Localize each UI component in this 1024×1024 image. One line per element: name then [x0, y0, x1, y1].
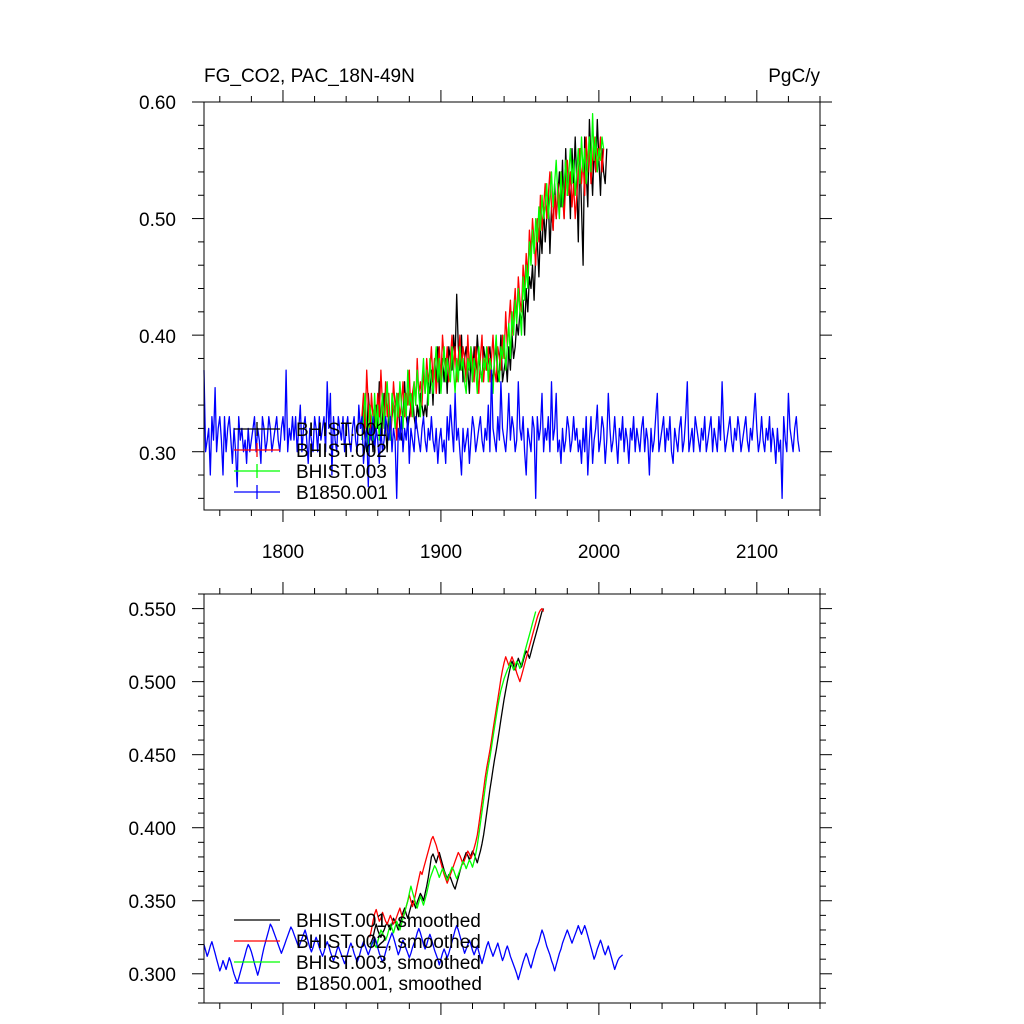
top-title: FG_CO2, PAC_18N-49N: [204, 66, 415, 87]
bottom-series-line-3: [203, 923, 624, 984]
bottom-y-tick-labels: 0.300 0.350 0.400 0.450 0.500 0.550: [128, 600, 176, 986]
top-legend-label: BHIST.003: [296, 462, 387, 483]
top-units: PgC/y: [768, 66, 820, 87]
top-y-tick-label: 0.60: [139, 93, 176, 114]
top-legend-label: BHIST.001: [296, 420, 387, 441]
top-series-line-2: [361, 113, 605, 453]
top-y-tick-label: 0.30: [139, 444, 176, 465]
bottom-series-line-2: [369, 611, 537, 949]
top-legend-label: B1850.001: [296, 483, 388, 504]
top-x-tick-labels: 1800 1900 2000 2100: [262, 542, 778, 563]
bottom-legend-label: BHIST.003, smoothed: [296, 953, 481, 974]
bottom-legend-label: BHIST.001, smoothed: [296, 911, 481, 932]
bottom-y-tick-label: 0.400: [128, 819, 176, 840]
bottom-y-tick-label: 0.350: [128, 892, 176, 913]
bottom-legend: BHIST.001, smoothed BHIST.002, smoothed …: [234, 911, 482, 995]
top-panel: FG_CO2, PAC_18N-49N PgC/y 0.30 0.40 0.50…: [139, 66, 832, 563]
bottom-series-line-1: [369, 607, 545, 938]
bottom-panel: 0.300 0.350 0.400 0.450 0.500 0.550 BHIS…: [128, 582, 832, 1015]
bottom-y-tick-label: 0.450: [128, 746, 176, 767]
top-ticks: [192, 90, 832, 522]
top-x-tick-label: 2000: [578, 542, 620, 563]
top-y-tick-labels: 0.30 0.40 0.50 0.60: [139, 93, 176, 465]
bottom-y-tick-label: 0.550: [128, 600, 176, 621]
top-x-tick-label: 2100: [736, 542, 778, 563]
bottom-y-tick-label: 0.300: [128, 965, 176, 986]
bottom-y-tick-label: 0.500: [128, 673, 176, 694]
top-x-tick-label: 1900: [420, 542, 462, 563]
bottom-ticks: [192, 582, 832, 1015]
bottom-legend-label: B1850.001, smoothed: [296, 974, 482, 995]
top-series: [203, 113, 801, 499]
top-y-tick-label: 0.40: [139, 327, 176, 348]
top-y-tick-label: 0.50: [139, 210, 176, 231]
bottom-series-line-0: [369, 608, 545, 945]
top-frame: [203, 101, 821, 511]
top-series-line-3: [203, 369, 801, 499]
bottom-series: [203, 607, 624, 984]
top-x-tick-label: 1800: [262, 542, 304, 563]
bottom-legend-label: BHIST.002, smoothed: [296, 932, 481, 953]
top-legend: BHIST.001 BHIST.002 BHIST.003 B1850.001: [234, 420, 388, 504]
top-legend-label: BHIST.002: [296, 441, 387, 462]
bottom-frame: [203, 593, 821, 1004]
top-series-line-1: [361, 136, 605, 441]
